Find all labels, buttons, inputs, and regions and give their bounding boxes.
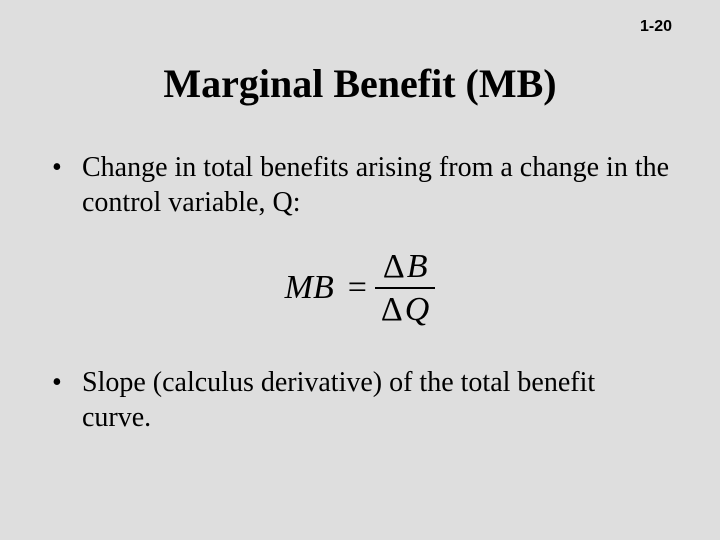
equals-sign: = <box>340 271 375 305</box>
formula-block: MB = ΔB ΔQ <box>50 246 670 331</box>
delta-icon: Δ <box>381 291 405 328</box>
formula-lhs: MB <box>285 271 340 305</box>
fraction-numerator: ΔB <box>377 246 434 287</box>
slide-body: • Change in total benefits arising from … <box>50 150 670 453</box>
delta-icon: Δ <box>383 248 407 285</box>
fraction-denominator: ΔQ <box>375 289 435 330</box>
slide-title: Marginal Benefit (MB) <box>0 60 720 107</box>
bullet-item: • Change in total benefits arising from … <box>50 150 670 220</box>
slide: 1-20 Marginal Benefit (MB) • Change in t… <box>0 0 720 540</box>
bullet-text: Slope (calculus derivative) of the total… <box>82 365 670 435</box>
fraction: ΔB ΔQ <box>375 246 435 331</box>
numerator-var: B <box>407 248 428 285</box>
formula: MB = ΔB ΔQ <box>285 246 436 331</box>
denominator-var: Q <box>405 291 430 328</box>
bullet-item: • Slope (calculus derivative) of the tot… <box>50 365 670 435</box>
bullet-text: Change in total benefits arising from a … <box>82 150 670 220</box>
bullet-dot-icon: • <box>50 150 82 185</box>
bullet-dot-icon: • <box>50 365 82 400</box>
page-number: 1-20 <box>640 18 672 36</box>
